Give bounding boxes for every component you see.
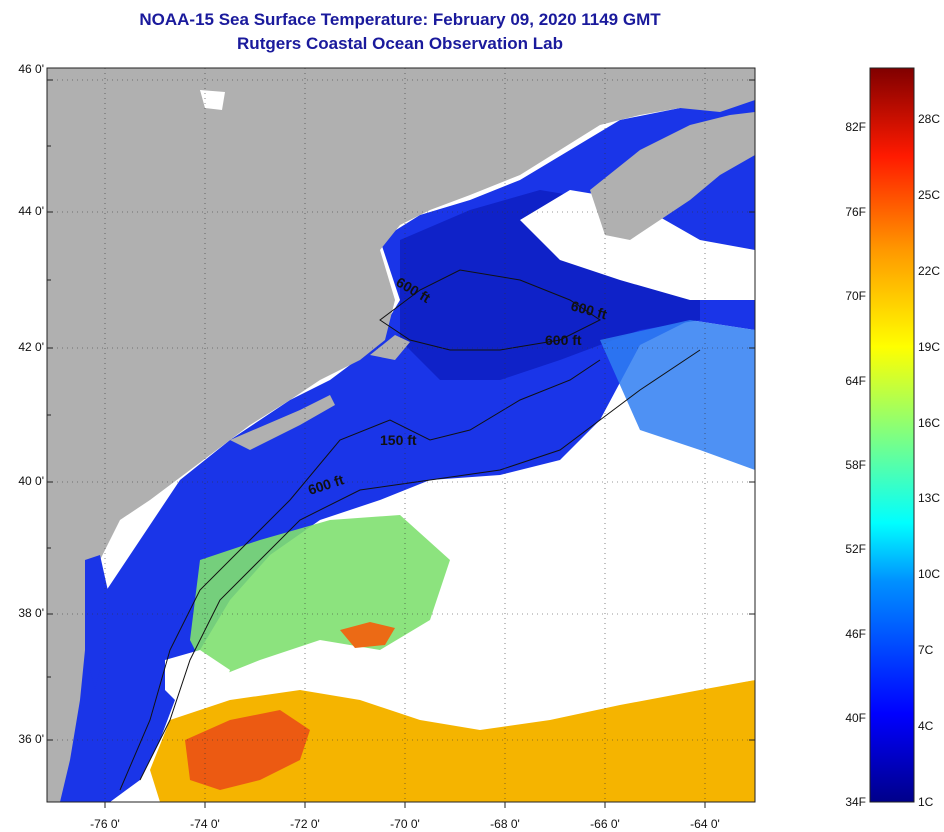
cloud-patch-west [165,650,230,705]
cloud-patch [470,450,755,700]
lat-label: 42 0' [18,340,44,354]
colorbar-f-label: 52F [845,542,866,556]
cloud-patch-north [520,190,755,300]
lat-label: 46 0' [18,62,44,76]
colorbar-f-label: 46F [845,627,866,641]
map-frame [46,67,756,803]
gulf-stream-water [150,680,755,802]
colorbar-f-label: 82F [845,120,866,134]
map-area [47,68,755,802]
colorbar-f-label: 40F [845,711,866,725]
lat-label: 36 0' [18,732,44,746]
land-long-island [230,395,335,450]
colorbar-c-label: 4C [918,719,934,733]
gulf-stream-core [185,710,310,790]
lon-label: -66 0' [590,817,620,831]
land-cape-cod [370,335,410,360]
lon-label: -64 0' [690,817,720,831]
lat-label: 38 0' [18,606,44,620]
contour-label: 600 ft [545,332,582,348]
lat-label: 40 0' [18,474,44,488]
colorbar-f-label: 34F [845,795,866,809]
colorbar-c-label: 28C [918,112,941,126]
contour-label: 150 ft [380,432,417,448]
lake-champlain [200,90,225,110]
land-nova-scotia [590,112,755,240]
lat-label: 44 0' [18,204,44,218]
colorbar-f-label: 64F [845,374,866,388]
chesapeake-bay [85,555,110,690]
colorbar-c-label: 1C [918,795,934,809]
colorbar-c-label: 10C [918,567,941,581]
lon-label: -68 0' [490,817,520,831]
colorbar-f-label: 70F [845,289,866,303]
lon-label: -70 0' [390,817,420,831]
land-mainland [47,68,755,802]
map-title: NOAA-15 Sea Surface Temperature: Februar… [139,10,661,29]
colorbar-c-label: 16C [918,416,941,430]
lon-label: -74 0' [190,817,220,831]
colorbar [869,67,915,803]
lon-label: -72 0' [290,817,320,831]
colorbar-c-label: 22C [918,264,941,278]
map-subtitle: Rutgers Coastal Ocean Observation Lab [237,34,563,53]
contour-gom [379,269,601,351]
lon-label: -76 0' [90,817,120,831]
graticule [47,68,755,802]
colorbar-f-label: 76F [845,205,866,219]
slope-water [600,320,755,470]
colorbar-f-label: 58F [845,458,866,472]
contour-600ft [139,349,701,781]
axis-ticks [47,79,755,808]
colorbar-c-label: 19C [918,340,941,354]
colorbar-c-label: 13C [918,491,941,505]
contour-150ft [119,359,601,791]
colorbar-c-label: 7C [918,643,934,657]
colorbar-c-label: 25C [918,188,941,202]
warm-eddy [340,622,395,648]
